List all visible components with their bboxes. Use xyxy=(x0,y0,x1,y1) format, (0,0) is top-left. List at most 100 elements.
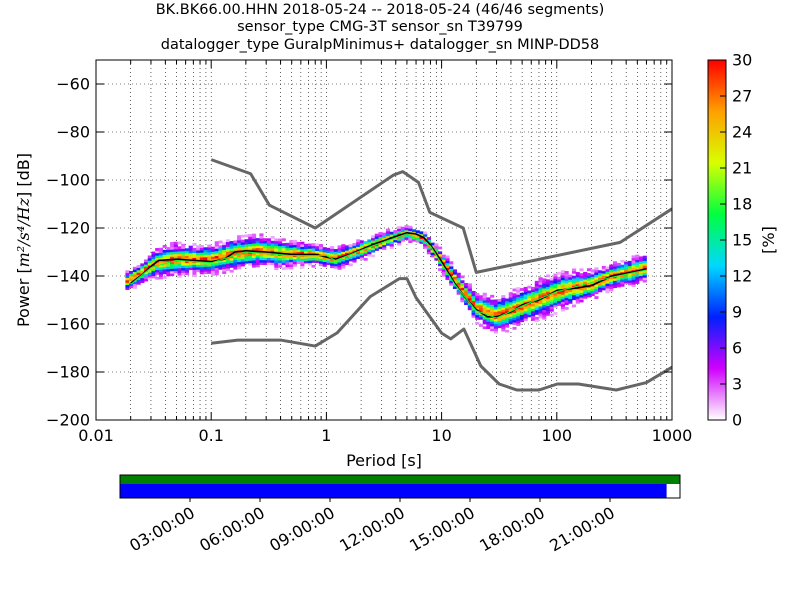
density-cell xyxy=(553,283,558,286)
density-cell xyxy=(519,319,525,323)
density-cell xyxy=(192,252,197,256)
density-cell xyxy=(471,302,476,306)
density-cell xyxy=(322,247,327,250)
density-cell xyxy=(516,315,521,319)
density-cell xyxy=(501,299,506,303)
density-cell xyxy=(225,244,231,247)
density-cell xyxy=(170,261,175,265)
density-cell xyxy=(304,258,309,262)
density-cell xyxy=(225,265,231,269)
density-cell xyxy=(136,274,141,278)
density-cell xyxy=(538,313,543,317)
density-cell xyxy=(162,259,167,263)
density-cell xyxy=(449,263,454,267)
density-cell xyxy=(170,251,175,255)
density-cell xyxy=(147,257,152,261)
density-cell xyxy=(322,261,327,265)
density-cell xyxy=(263,245,268,249)
density-cell xyxy=(158,247,164,251)
density-cell xyxy=(635,271,640,275)
density-cell xyxy=(538,291,543,295)
density-cell xyxy=(642,277,647,281)
density-cell xyxy=(534,290,539,294)
density-cell xyxy=(527,312,532,315)
density-cell xyxy=(598,284,603,288)
density-cell xyxy=(188,257,193,261)
density-cell xyxy=(244,239,249,243)
density-cell xyxy=(237,254,242,258)
density-cell xyxy=(155,272,160,275)
density-cell xyxy=(359,240,364,244)
density-cell xyxy=(486,316,491,320)
density-cell xyxy=(255,254,260,258)
density-cell xyxy=(285,259,290,263)
density-cell xyxy=(244,258,249,262)
density-cell xyxy=(166,266,171,270)
density-cell xyxy=(404,225,409,228)
density-cell xyxy=(523,298,528,302)
density-cell xyxy=(378,234,383,238)
density-cell xyxy=(601,275,606,279)
timeline-ticks: 03:00:0006:00:0009:00:0012:00:0015:00:00… xyxy=(126,498,618,555)
density-cell xyxy=(229,245,234,249)
density-cell xyxy=(501,307,506,310)
density-cell xyxy=(609,271,614,275)
density-cell xyxy=(397,228,402,232)
density-cell xyxy=(553,292,558,296)
density-cell xyxy=(482,316,487,320)
density-cell xyxy=(441,257,446,260)
density-cell xyxy=(445,260,450,264)
density-cell xyxy=(449,280,454,284)
density-cell xyxy=(225,241,231,245)
density-cell xyxy=(631,272,636,275)
colorbar-tick-label: 9 xyxy=(732,303,742,322)
density-cell xyxy=(527,292,532,296)
density-cell xyxy=(631,260,636,263)
density-cell xyxy=(408,235,413,239)
density-cell xyxy=(155,276,160,280)
density-cell xyxy=(490,318,495,322)
mode-psd-line xyxy=(130,233,647,319)
density-cell xyxy=(467,290,472,294)
density-cell xyxy=(162,245,167,248)
density-cell xyxy=(635,273,640,277)
density-cell xyxy=(162,269,167,272)
high-noise-model-line xyxy=(210,158,672,274)
density-cell xyxy=(549,294,554,298)
density-cell xyxy=(464,290,469,294)
density-cell xyxy=(166,273,171,277)
density-cell xyxy=(211,265,216,269)
density-cell xyxy=(426,249,431,252)
density-cell xyxy=(575,272,580,275)
density-cell xyxy=(192,274,197,278)
density-cell xyxy=(259,252,264,256)
density-cell xyxy=(635,266,640,270)
density-cell xyxy=(612,261,618,265)
density-cell xyxy=(162,276,167,280)
density-cell xyxy=(642,258,647,261)
density-cell xyxy=(579,297,584,300)
x-tick-label: 0.01 xyxy=(78,426,114,445)
density-cell xyxy=(225,248,231,252)
density-cell xyxy=(609,288,614,292)
density-cell xyxy=(460,294,465,298)
density-cell xyxy=(560,294,565,298)
density-cell xyxy=(449,261,454,265)
density-cell xyxy=(374,238,379,242)
density-cell xyxy=(162,257,167,260)
density-cell xyxy=(274,248,279,251)
density-cell xyxy=(188,248,193,251)
density-cell xyxy=(211,273,216,276)
density-cell xyxy=(289,242,294,246)
density-cell xyxy=(374,236,379,239)
density-cell xyxy=(482,307,487,310)
density-cell xyxy=(151,258,156,262)
density-cell xyxy=(519,307,525,311)
density-cell xyxy=(583,281,588,285)
density-cell xyxy=(330,265,335,269)
density-cell xyxy=(311,264,316,268)
density-cell xyxy=(240,261,245,265)
density-cell xyxy=(184,262,190,266)
density-cell xyxy=(371,244,376,248)
colorbar-tick-label: 6 xyxy=(732,339,742,358)
